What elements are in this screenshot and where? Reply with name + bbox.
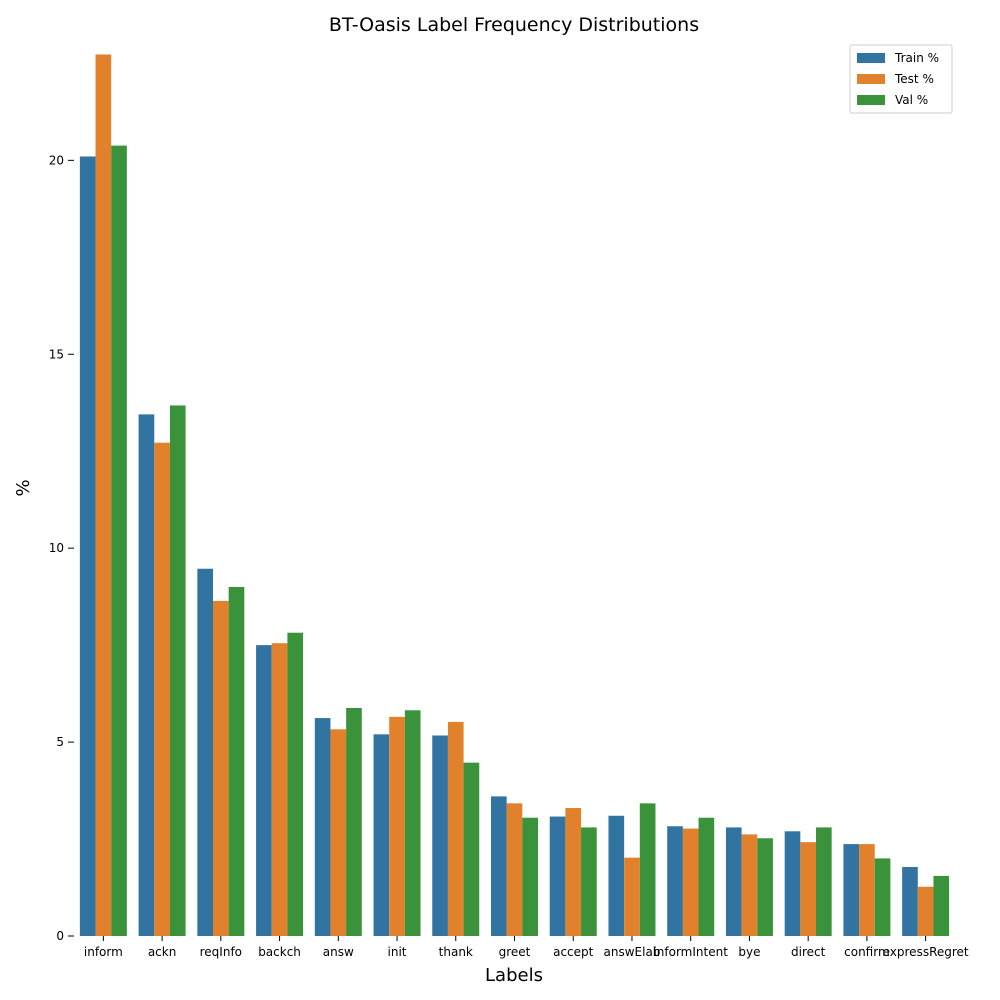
x-tick-label: answ xyxy=(323,945,354,959)
y-axis: 0 5 10 15 20 xyxy=(49,153,74,943)
bar-answElab-test xyxy=(624,857,640,936)
bar-greet-train xyxy=(491,796,507,936)
bar-bye-train xyxy=(725,827,742,936)
bar-answElab-val xyxy=(639,803,656,936)
bar-ackn-val xyxy=(169,405,186,936)
bar-thank-train xyxy=(432,735,448,936)
legend-label: Train % xyxy=(894,51,939,65)
x-tick-label: init xyxy=(388,945,407,959)
bar-confirm-train xyxy=(843,844,860,936)
bar-thank-val xyxy=(463,762,480,936)
bar-informIntent-test xyxy=(682,828,699,936)
x-axis-label: Labels xyxy=(485,965,543,986)
bar-confirm-test xyxy=(859,844,875,936)
legend-label: Test % xyxy=(894,72,934,86)
bar-ackn-test xyxy=(154,442,170,936)
bar-backch-train xyxy=(256,645,272,936)
bar-direct-train xyxy=(784,831,801,936)
bar-direct-test xyxy=(800,842,816,936)
bar-reqInfo-test xyxy=(213,600,229,936)
bar-backch-val xyxy=(287,632,304,936)
bar-greet-test xyxy=(506,803,523,936)
bar-expressRegret-train xyxy=(902,866,918,936)
bar-informIntent-val xyxy=(698,817,715,936)
bar-init-train xyxy=(373,734,390,936)
x-tick-label: thank xyxy=(439,945,473,959)
x-tick-label: bye xyxy=(738,945,760,959)
bar-confirm-val xyxy=(874,858,891,936)
y-tick-label: 5 xyxy=(56,735,64,749)
y-tick-label: 20 xyxy=(49,153,64,167)
x-tick-label: direct xyxy=(791,945,826,959)
legend-label: Val % xyxy=(895,93,928,107)
y-tick-label: 15 xyxy=(49,347,64,361)
bar-inform-val xyxy=(111,145,127,937)
bar-backch-test xyxy=(271,643,288,936)
y-tick-label: 10 xyxy=(49,541,64,555)
bar-inform-train xyxy=(79,156,96,937)
bar-accept-train xyxy=(549,816,566,936)
bar-reqInfo-val xyxy=(228,586,245,936)
legend: Train % Test % Val % xyxy=(849,44,953,114)
x-tick-label: ackn xyxy=(148,945,177,959)
chart-title: BT-Oasis Label Frequency Distributions xyxy=(329,14,699,36)
x-tick-label: backch xyxy=(258,945,301,959)
legend-swatch xyxy=(857,53,885,63)
bar-answElab-train xyxy=(608,815,625,936)
bar-expressRegret-val xyxy=(933,875,950,936)
x-axis: inform ackn reqInfo backch answ init thank gree… xyxy=(84,936,969,959)
x-tick-label: reqInfo xyxy=(200,945,242,959)
x-tick-label: expressRegret xyxy=(883,945,969,959)
x-tick-label: answElab xyxy=(604,945,661,959)
bar-bye-val xyxy=(757,838,773,936)
bar-bye-test xyxy=(741,834,758,936)
bar-answ-train xyxy=(314,718,331,936)
bar-answ-val xyxy=(346,707,362,936)
x-tick-label: informIntent xyxy=(653,945,728,959)
bars xyxy=(79,54,950,937)
legend-swatch xyxy=(857,74,885,84)
bar-answ-test xyxy=(330,729,347,936)
legend-swatch xyxy=(857,95,885,105)
x-tick-label: accept xyxy=(553,945,594,959)
x-tick-label: inform xyxy=(84,945,123,959)
y-tick-label: 0 xyxy=(56,929,64,943)
x-tick-label: confirm xyxy=(844,945,890,959)
bar-init-val xyxy=(404,710,421,936)
bar-expressRegret-test xyxy=(917,886,934,936)
bar-init-test xyxy=(389,716,405,936)
y-axis-label: % xyxy=(13,479,34,496)
bar-ackn-train xyxy=(138,414,155,936)
x-tick-label: greet xyxy=(499,945,531,959)
bar-direct-val xyxy=(816,827,832,936)
bar-greet-val xyxy=(522,817,538,936)
bar-accept-test xyxy=(565,808,582,936)
bar-informIntent-train xyxy=(667,826,683,936)
bar-accept-val xyxy=(581,827,597,936)
bar-thank-test xyxy=(447,721,464,936)
bar-inform-test xyxy=(95,54,112,937)
bar-reqInfo-train xyxy=(197,568,213,936)
